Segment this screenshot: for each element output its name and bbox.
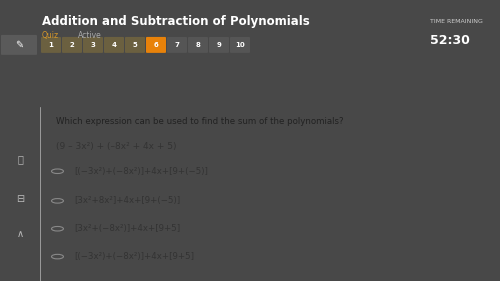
- Text: 1: 1: [48, 42, 54, 48]
- Text: Which expression can be used to find the sum of the polynomials?: Which expression can be used to find the…: [56, 117, 344, 126]
- FancyBboxPatch shape: [125, 37, 145, 53]
- FancyBboxPatch shape: [146, 37, 166, 53]
- Text: [3x²+(−8x²)]+4x+[9+5]: [3x²+(−8x²)]+4x+[9+5]: [74, 224, 180, 233]
- Text: 8: 8: [196, 42, 200, 48]
- Text: (9 – 3x²) + (–8x² + 4x + 5): (9 – 3x²) + (–8x² + 4x + 5): [56, 142, 176, 151]
- FancyBboxPatch shape: [104, 37, 124, 53]
- Text: ⊟: ⊟: [16, 194, 24, 204]
- Text: [3x²+8x²]+4x+[9+(−5)]: [3x²+8x²]+4x+[9+(−5)]: [74, 196, 180, 205]
- Text: 52:30: 52:30: [430, 34, 470, 47]
- Text: Addition and Subtraction of Polynomials: Addition and Subtraction of Polynomials: [42, 15, 310, 28]
- Text: 🎧: 🎧: [17, 154, 23, 164]
- Text: 2: 2: [70, 42, 74, 48]
- FancyBboxPatch shape: [167, 37, 187, 53]
- Text: 9: 9: [216, 42, 222, 48]
- Text: 3: 3: [90, 42, 96, 48]
- Text: 10: 10: [235, 42, 245, 48]
- Text: 5: 5: [132, 42, 138, 48]
- FancyBboxPatch shape: [1, 35, 37, 55]
- Text: Quiz: Quiz: [42, 31, 59, 40]
- Text: ∧: ∧: [16, 229, 24, 239]
- Text: [(−3x²)+(−8x²)]+4x+[9+(−5)]: [(−3x²)+(−8x²)]+4x+[9+(−5)]: [74, 167, 208, 176]
- FancyBboxPatch shape: [83, 37, 103, 53]
- FancyBboxPatch shape: [41, 37, 61, 53]
- Text: Active: Active: [78, 31, 102, 40]
- FancyBboxPatch shape: [230, 37, 250, 53]
- Text: [(−3x²)+(−8x²)]+4x+[9+5]: [(−3x²)+(−8x²)]+4x+[9+5]: [74, 252, 194, 261]
- FancyBboxPatch shape: [62, 37, 82, 53]
- Text: TIME REMAINING: TIME REMAINING: [430, 19, 483, 24]
- Text: 6: 6: [154, 42, 158, 48]
- FancyBboxPatch shape: [188, 37, 208, 53]
- Text: ✎: ✎: [15, 40, 23, 50]
- FancyBboxPatch shape: [209, 37, 229, 53]
- Text: 4: 4: [112, 42, 116, 48]
- Text: 7: 7: [174, 42, 180, 48]
